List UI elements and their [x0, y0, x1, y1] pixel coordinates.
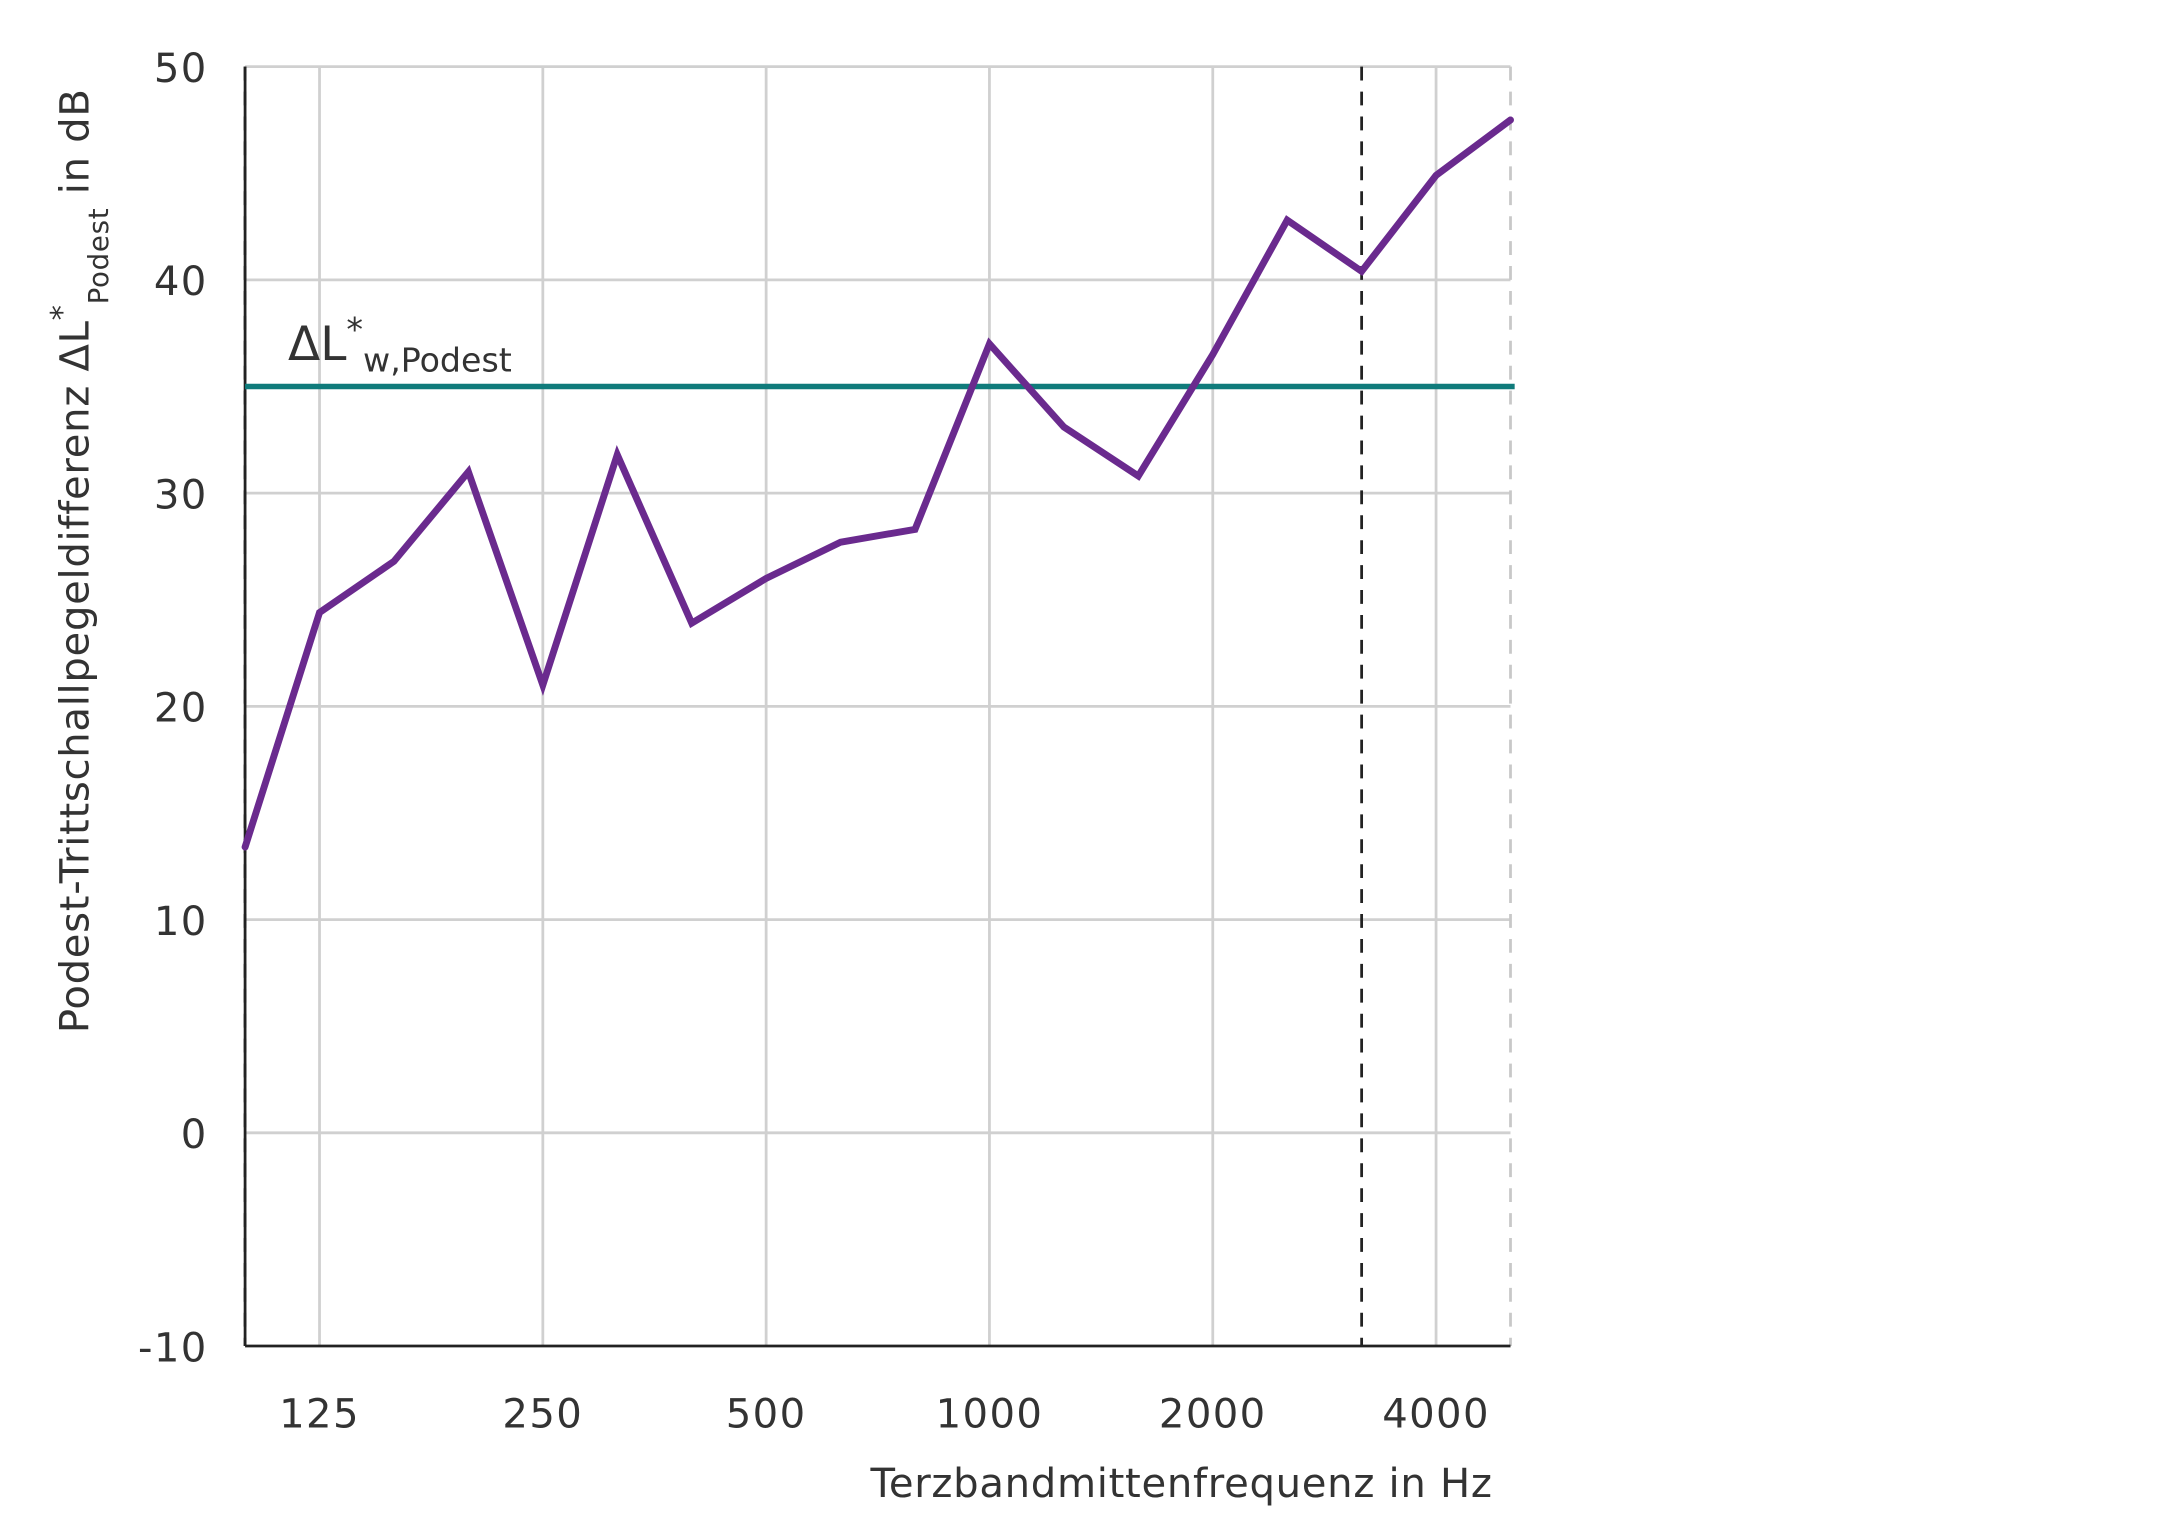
x-tick-label: 125 — [279, 1392, 360, 1438]
y-tick-label: 30 — [154, 472, 208, 518]
y-tick-label: 20 — [154, 686, 208, 732]
grid — [245, 65, 1511, 1347]
y-tick-label: 10 — [154, 899, 208, 945]
y-tick-label: 40 — [154, 259, 208, 305]
x-tick-label: 250 — [502, 1392, 583, 1438]
x-axis-label: Terzbandmittenfrequenz in Hz — [869, 1461, 1492, 1507]
series-line — [241, 116, 1514, 851]
y-tick-label: 50 — [154, 46, 208, 92]
y-tick-label: 0 — [181, 1112, 208, 1158]
series-group — [241, 116, 1514, 851]
x-tick-label: 1000 — [936, 1392, 1044, 1438]
reference-line-label: ΔL*w,Podest — [288, 310, 512, 379]
y-tick-labels: -10 0 10 20 30 40 50 — [138, 46, 208, 1371]
x-tick-labels: 125 250 500 1000 2000 4000 — [279, 1392, 1490, 1438]
x-tick-label: 2000 — [1159, 1392, 1267, 1438]
y-tick-label: -10 — [138, 1325, 208, 1371]
x-tick-label: 4000 — [1382, 1392, 1490, 1438]
x-tick-label: 500 — [726, 1392, 807, 1438]
y-axis-label: Podest-Trittschallpegeldifferenz ΔL*Pode… — [45, 88, 115, 1033]
